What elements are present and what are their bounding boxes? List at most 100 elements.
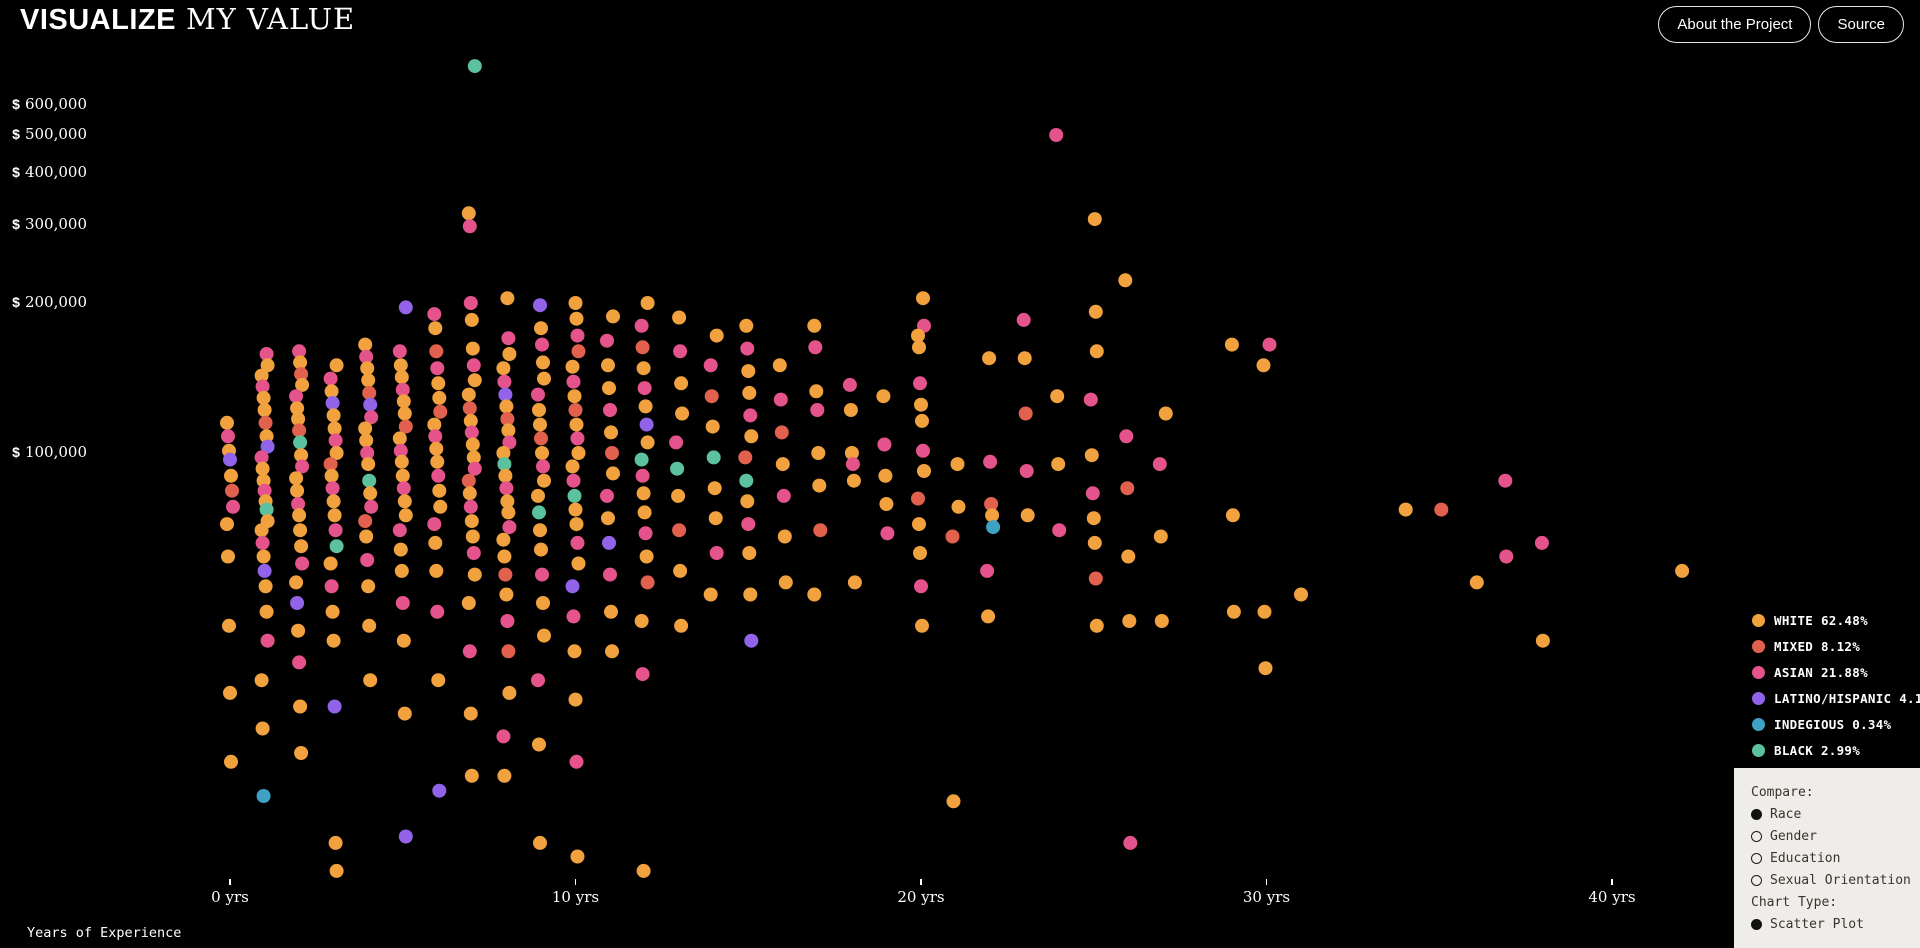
data-point[interactable] <box>808 340 823 355</box>
data-point[interactable] <box>877 437 892 452</box>
data-point[interactable] <box>258 415 273 430</box>
data-point[interactable] <box>429 441 444 456</box>
data-point[interactable] <box>1083 392 1098 407</box>
data-point[interactable] <box>498 567 513 582</box>
data-point[interactable] <box>601 358 615 373</box>
data-point[interactable] <box>845 457 860 472</box>
data-point[interactable] <box>634 318 649 333</box>
data-point[interactable] <box>292 423 307 438</box>
data-point[interactable] <box>295 556 310 571</box>
data-point[interactable] <box>1226 604 1241 619</box>
data-point[interactable] <box>462 219 477 234</box>
data-point[interactable] <box>1088 304 1103 319</box>
data-point[interactable] <box>394 370 409 385</box>
data-point[interactable] <box>600 488 614 503</box>
data-point[interactable] <box>951 499 966 514</box>
data-point[interactable] <box>461 473 476 488</box>
data-point[interactable] <box>502 685 517 700</box>
data-point[interactable] <box>537 628 551 643</box>
data-point[interactable] <box>671 488 686 503</box>
data-point[interactable] <box>361 373 376 388</box>
data-point[interactable] <box>1118 273 1133 288</box>
data-point[interactable] <box>329 358 344 373</box>
data-point[interactable] <box>467 59 482 74</box>
data-point[interactable] <box>256 789 271 803</box>
data-point[interactable] <box>709 546 724 560</box>
data-point[interactable] <box>674 618 689 633</box>
data-point[interactable] <box>567 389 582 404</box>
data-point[interactable] <box>636 361 651 376</box>
data-point[interactable] <box>743 587 758 602</box>
data-point[interactable] <box>224 468 238 483</box>
data-point[interactable] <box>1020 508 1035 523</box>
data-point[interactable] <box>501 331 516 346</box>
data-point[interactable] <box>466 546 481 560</box>
data-point[interactable] <box>430 361 445 376</box>
data-point[interactable] <box>324 468 339 483</box>
data-point[interactable] <box>603 403 617 417</box>
data-point[interactable] <box>429 344 444 359</box>
compare-option-gender[interactable]: Gender <box>1751 825 1920 847</box>
data-point[interactable] <box>361 457 376 472</box>
data-point[interactable] <box>395 382 410 397</box>
data-point[interactable] <box>950 457 965 472</box>
data-point[interactable] <box>533 523 547 538</box>
data-point[interactable] <box>913 376 927 391</box>
data-point[interactable] <box>462 486 477 501</box>
data-point[interactable] <box>396 633 411 648</box>
data-point[interactable] <box>846 473 861 488</box>
data-point[interactable] <box>467 567 482 582</box>
data-point[interactable] <box>636 486 651 501</box>
data-point[interactable] <box>535 337 549 352</box>
data-point[interactable] <box>916 291 930 306</box>
data-point[interactable] <box>533 417 547 432</box>
data-point[interactable] <box>983 454 998 469</box>
data-point[interactable] <box>328 835 343 850</box>
data-point[interactable] <box>294 448 309 463</box>
data-point[interactable] <box>532 505 546 520</box>
data-point[interactable] <box>1499 549 1514 564</box>
data-point[interactable] <box>811 446 826 460</box>
data-point[interactable] <box>1154 614 1169 628</box>
data-point[interactable] <box>464 312 479 327</box>
data-point[interactable] <box>254 368 269 383</box>
data-point[interactable] <box>290 483 305 498</box>
data-point[interactable] <box>221 549 235 564</box>
data-point[interactable] <box>570 535 585 550</box>
data-point[interactable] <box>1052 523 1067 538</box>
data-point[interactable] <box>570 849 585 864</box>
data-point[interactable] <box>568 403 583 417</box>
data-point[interactable] <box>742 385 757 400</box>
data-point[interactable] <box>1535 633 1550 648</box>
data-point[interactable] <box>465 437 480 452</box>
data-point[interactable] <box>1016 312 1031 327</box>
data-point[interactable] <box>260 439 275 454</box>
data-point[interactable] <box>260 358 275 373</box>
data-point[interactable] <box>531 387 545 402</box>
data-point[interactable] <box>325 481 340 496</box>
data-point[interactable] <box>571 556 586 571</box>
data-point[interactable] <box>1120 481 1135 496</box>
data-point[interactable] <box>256 549 271 564</box>
data-point[interactable] <box>394 454 409 469</box>
data-point[interactable] <box>259 429 274 444</box>
data-point[interactable] <box>433 499 448 514</box>
data-point[interactable] <box>429 563 444 578</box>
data-point[interactable] <box>323 371 338 386</box>
data-point[interactable] <box>1089 344 1104 359</box>
data-point[interactable] <box>709 328 724 343</box>
data-point[interactable] <box>672 310 687 325</box>
data-point[interactable] <box>772 358 787 373</box>
data-point[interactable] <box>774 425 789 440</box>
data-point[interactable] <box>220 517 234 532</box>
data-point[interactable] <box>531 488 545 503</box>
radio-button-icon[interactable] <box>1751 852 1762 864</box>
data-point[interactable] <box>359 529 374 544</box>
data-point[interactable] <box>258 579 273 594</box>
data-point[interactable] <box>464 425 479 440</box>
data-point[interactable] <box>396 394 411 409</box>
data-point[interactable] <box>775 457 790 472</box>
data-point[interactable] <box>876 389 891 404</box>
data-point[interactable] <box>778 575 793 590</box>
data-point[interactable] <box>256 390 271 405</box>
